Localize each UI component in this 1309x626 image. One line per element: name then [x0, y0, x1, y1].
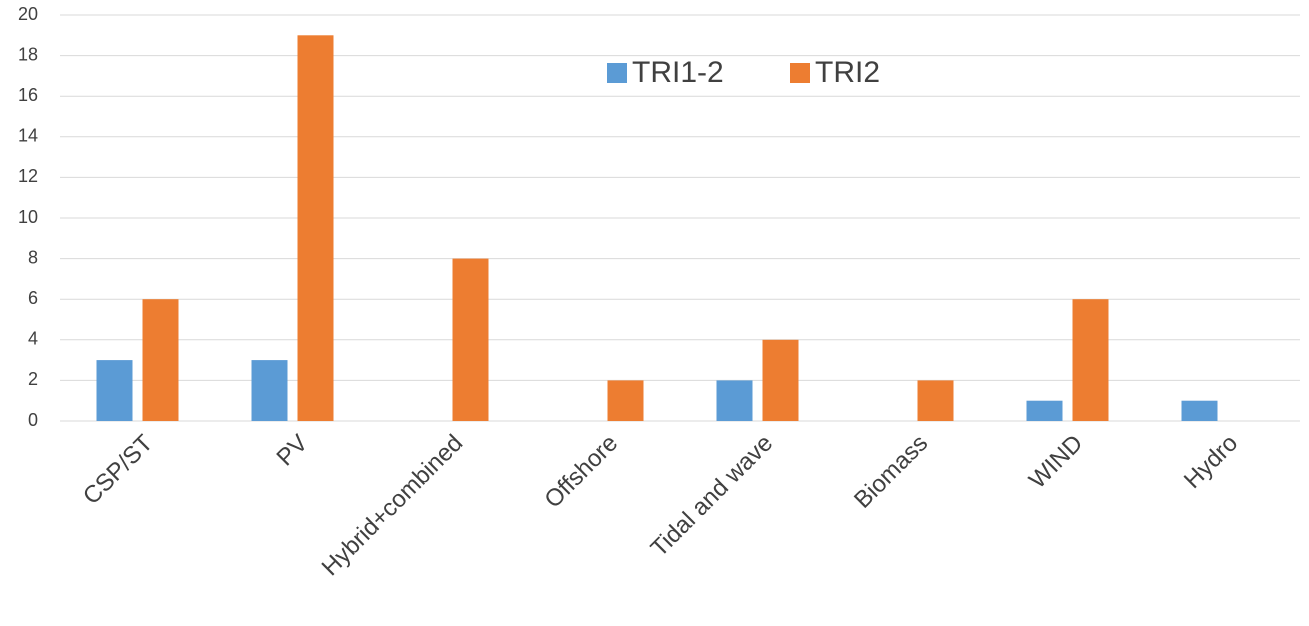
x-tick-label: PV — [271, 430, 313, 472]
x-tick-label: Biomass — [849, 430, 933, 514]
bar — [716, 380, 753, 421]
x-tick-label: Hybrid+combined — [317, 430, 469, 582]
bar — [607, 380, 644, 421]
x-tick-label: Offshore — [539, 430, 623, 514]
y-tick-label: 2 — [28, 369, 38, 389]
bar — [142, 299, 179, 421]
x-tick-label: WIND — [1024, 430, 1088, 494]
legend-swatch — [607, 63, 627, 83]
y-tick-label: 6 — [28, 288, 38, 308]
y-tick-label: 16 — [18, 85, 38, 105]
bar — [1026, 400, 1063, 421]
y-tick-label: 4 — [28, 329, 38, 349]
y-tick-label: 12 — [18, 166, 38, 186]
y-tick-label: 18 — [18, 44, 38, 64]
x-tick-label: Tidal and wave — [646, 430, 779, 563]
x-tick-label: Hydro — [1179, 430, 1243, 494]
y-tick-label: 10 — [18, 207, 38, 227]
x-tick-label: CSP/ST — [78, 429, 159, 510]
legend-label: TRI2 — [815, 56, 880, 89]
y-tick-label: 8 — [28, 247, 38, 267]
bar — [96, 360, 133, 421]
y-tick-label: 14 — [18, 126, 38, 146]
y-tick-label: 20 — [18, 4, 38, 24]
bar — [1072, 299, 1109, 421]
bar — [452, 258, 489, 421]
bar — [762, 339, 799, 421]
legend-label: TRI1-2 — [632, 56, 724, 89]
y-tick-label: 0 — [28, 410, 38, 430]
bar — [251, 360, 288, 421]
bar — [917, 380, 954, 421]
bar — [1181, 400, 1218, 421]
bar — [297, 35, 334, 422]
legend-swatch — [790, 63, 810, 83]
